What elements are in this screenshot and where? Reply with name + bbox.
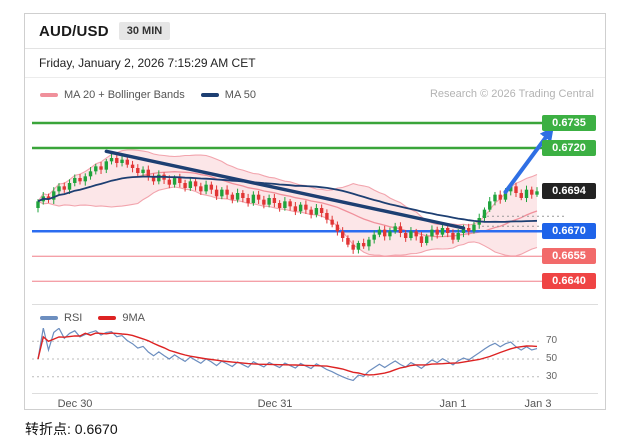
ma50-swatch	[200, 93, 219, 97]
rsi-chart: 70 50 30	[32, 328, 598, 390]
instrument-title: AUD/USD	[39, 22, 109, 40]
chart-section: MA 20 + Bollinger Bands MA 50 Research ©…	[25, 78, 605, 410]
x-axis: Dec 30 Dec 31 Jan 1 Jan 3	[32, 393, 598, 410]
rsi-ma9-swatch	[98, 316, 117, 320]
x-tick-jan-1: Jan 1	[439, 398, 467, 410]
x-tick-dec-31: Dec 31	[257, 398, 293, 410]
watermark: Research © 2026 Trading Central	[429, 88, 594, 100]
price-legend: MA 20 + Bollinger Bands MA 50 Research ©…	[40, 86, 598, 104]
ma20-legend-item: MA 20 + Bollinger Bands	[40, 89, 185, 101]
rsi-chart-svg	[32, 328, 540, 382]
rsi-legend-label: RSI	[64, 312, 83, 324]
ma20-bollinger-swatch	[40, 93, 58, 97]
ma20-legend-label: MA 20 + Bollinger Bands	[64, 89, 185, 101]
timeframe-badge[interactable]: 30 MIN	[118, 22, 171, 40]
rsi-ma9-legend-item: 9MA	[98, 312, 145, 324]
ma50-legend-label: MA 50	[224, 89, 256, 101]
rsi-legend-item: RSI	[40, 312, 82, 324]
rsi-panel: RSI 9MA 70 50 30	[32, 304, 598, 390]
chart-header: AUD/USD 30 MIN	[25, 14, 605, 49]
price-chart-svg	[32, 121, 564, 282]
rsi-legend: RSI 9MA	[40, 310, 598, 326]
x-tick-jan-3: Jan 3	[524, 398, 552, 410]
pivot-label: 转折点:	[25, 421, 71, 437]
pivot-point-text: 转折点: 0.6670	[25, 419, 118, 439]
ma50-legend-item: MA 50	[200, 89, 256, 101]
x-tick-dec-30: Dec 30	[57, 398, 93, 410]
rsi-swatch	[40, 316, 58, 320]
chart-card: AUD/USD 30 MIN Friday, January 2, 2026 7…	[24, 13, 606, 410]
pivot-value: 0.6670	[74, 421, 118, 437]
price-chart: 0.6735 0.6720 0.6694 0.6670 0.6655 0.6640	[32, 108, 598, 298]
rsi-ma9-legend-label: 9MA	[122, 312, 145, 324]
chart-datetime: Friday, January 2, 2026 7:15:29 AM CET	[25, 49, 605, 78]
